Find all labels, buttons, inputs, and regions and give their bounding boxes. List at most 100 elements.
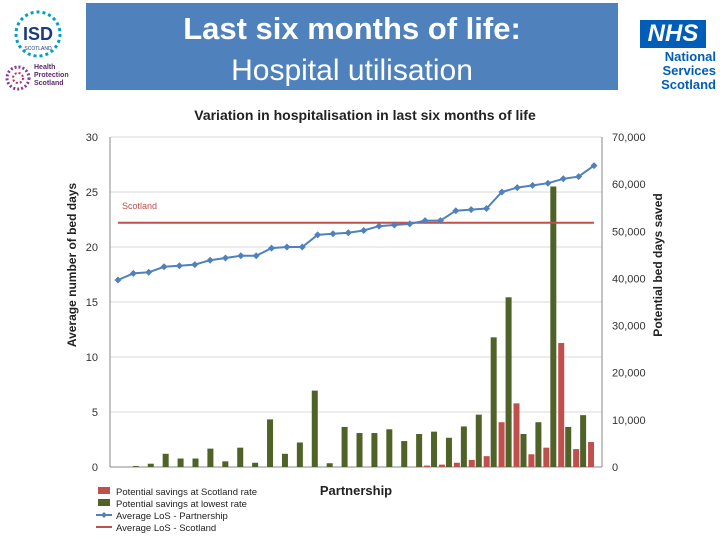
- partnership-point: [390, 221, 398, 229]
- bar-lowest-rate: [445, 437, 452, 467]
- partnership-point: [160, 263, 168, 271]
- legend-scotland-line-label: Average LoS - Scotland: [116, 523, 216, 534]
- bar-lowest-rate: [326, 463, 333, 467]
- partnership-point: [559, 175, 567, 183]
- bar-lowest-rate: [296, 442, 303, 467]
- bar-lowest-rate: [490, 337, 497, 467]
- bar-scotland-rate: [513, 403, 520, 467]
- y-tick-label: 20: [86, 242, 98, 254]
- bar-lowest-rate: [162, 453, 169, 467]
- partnership-point: [329, 230, 337, 238]
- partnership-point: [145, 268, 153, 276]
- y2-tick-label: 20,000: [612, 368, 646, 380]
- bar-scotland-rate: [468, 459, 475, 467]
- partnership-point: [175, 262, 183, 270]
- bar-lowest-rate: [475, 414, 482, 467]
- y2-tick-label: 10,000: [612, 415, 646, 427]
- bar-lowest-rate: [177, 458, 184, 467]
- bar-lowest-rate: [222, 461, 229, 467]
- partnership-point: [529, 181, 537, 189]
- bar-lowest-rate: [565, 426, 572, 467]
- partnership-point: [129, 269, 137, 277]
- partnership-point: [206, 256, 214, 264]
- bar-lowest-rate: [311, 390, 318, 467]
- y-tick-label: 30: [86, 132, 98, 144]
- partnership-point: [268, 244, 276, 252]
- bar-lowest-rate: [237, 447, 244, 467]
- y2-axis-label: Potential bed days saved: [651, 193, 665, 336]
- bar-scotland-rate: [453, 462, 460, 467]
- partnership-point: [483, 205, 491, 212]
- partnership-point: [436, 217, 444, 225]
- bar-lowest-rate: [401, 441, 408, 467]
- isd-logo: ISD SCOTLAND: [8, 10, 68, 62]
- legend-scotland-rate-swatch: [98, 487, 110, 494]
- partnership-point: [191, 261, 199, 269]
- y-axis-label: Average number of bed days: [65, 183, 79, 348]
- partnership-point: [344, 229, 352, 237]
- y2-tick-label: 40,000: [612, 273, 646, 285]
- partnership-point: [298, 243, 306, 251]
- partnership-point: [590, 162, 598, 170]
- bar-lowest-rate: [416, 434, 423, 467]
- legend-partnership-line-label: Average LoS - Partnership: [116, 511, 228, 522]
- bar-lowest-rate: [580, 415, 587, 467]
- partnership-point: [221, 254, 229, 262]
- partnership-point: [467, 206, 475, 214]
- bar-lowest-rate: [386, 429, 393, 467]
- bar-lowest-rate: [356, 433, 363, 467]
- hps-logo-line2: Protection: [34, 72, 69, 79]
- x-axis-label: Partnership: [320, 483, 392, 498]
- partnership-point: [544, 179, 552, 187]
- y-tick-label: 15: [86, 297, 98, 309]
- partnership-point: [114, 276, 122, 284]
- bar-scotland-rate: [543, 447, 550, 467]
- bar-scotland-rate: [424, 465, 431, 467]
- partnership-point: [452, 207, 460, 215]
- bar-lowest-rate: [267, 419, 274, 467]
- slide-header: Last six months of life: Hospital utilis…: [86, 3, 618, 90]
- bar-scotland-rate: [483, 456, 490, 467]
- nhs-logo-line2: Services: [662, 63, 717, 78]
- bar-lowest-rate: [520, 434, 527, 467]
- y-tick-label: 0: [92, 462, 98, 474]
- nhs-logo: NHS: [640, 20, 706, 48]
- bar-lowest-rate: [132, 466, 139, 467]
- legend-lowest-rate-swatch: [98, 499, 110, 506]
- bar-lowest-rate: [431, 431, 438, 467]
- hps-logo-line3: Scotland: [34, 80, 64, 87]
- slide-title-line2: Hospital utilisation: [231, 54, 473, 87]
- partnership-point: [375, 222, 383, 230]
- y2-tick-label: 70,000: [612, 132, 646, 144]
- legend-partnership-line-marker: [101, 512, 107, 518]
- bar-scotland-rate: [558, 343, 565, 467]
- scotland-line-label: Scotland: [122, 201, 157, 211]
- y-tick-label: 5: [92, 407, 98, 419]
- partnership-point: [314, 231, 322, 239]
- bar-lowest-rate: [252, 462, 259, 467]
- isd-logo-subtext: SCOTLAND: [24, 46, 52, 52]
- y2-tick-label: 0: [612, 462, 618, 474]
- y2-tick-label: 30,000: [612, 321, 646, 333]
- bar-scotland-rate: [588, 442, 595, 467]
- bar-scotland-rate: [438, 464, 445, 467]
- hps-logo-line1: Health: [34, 64, 56, 71]
- partnership-point: [575, 173, 583, 181]
- hospitalisation-chart: Variation in hospitalisation in last six…: [65, 107, 665, 534]
- bar-scotland-rate: [498, 422, 505, 467]
- partnership-point: [283, 243, 291, 251]
- slide-title-line1: Last six months of life:: [183, 11, 521, 46]
- bar-lowest-rate: [371, 433, 378, 467]
- isd-logo-text: ISD: [23, 24, 53, 44]
- legend-scotland-rate-label: Potential savings at Scotland rate: [116, 487, 257, 498]
- bar-scotland-rate: [528, 454, 535, 467]
- partnership-point: [421, 217, 429, 225]
- y-tick-label: 25: [86, 187, 98, 199]
- plot-area: 0 5 10 15 20 25 30 0 10,000 20,000 30,000 40,000 50,…: [86, 132, 646, 474]
- bar-lowest-rate: [281, 453, 288, 467]
- y-tick-label: 10: [86, 352, 98, 364]
- y2-tick-label: 60,000: [612, 179, 646, 191]
- bar-scotland-rate: [573, 449, 580, 467]
- bar-lowest-rate: [535, 422, 542, 467]
- bar-lowest-rate: [460, 426, 467, 467]
